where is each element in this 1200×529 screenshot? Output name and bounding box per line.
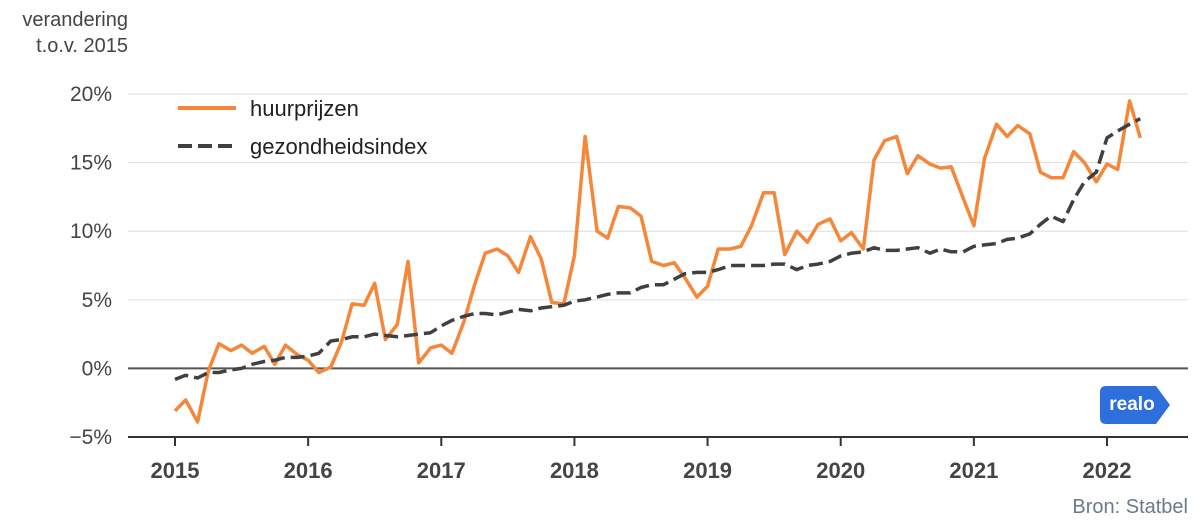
legend-label-gezondheidsindex: gezondheidsindex [250,134,427,159]
y-tick-label: 10% [70,220,112,243]
x-tick-label: 2017 [417,458,466,483]
y-tick-label: 0% [82,357,112,380]
realo-logo-text: realo [1109,394,1155,415]
legend: huurprijzen gezondheidsindex [178,96,427,159]
x-tick-label: 2021 [949,458,998,483]
series-lines [173,99,1142,424]
realo-logo-badge [1100,386,1170,424]
x-tick-label: 2018 [550,458,599,483]
y-tick-label: 15% [70,152,112,175]
x-tick-label: 2016 [284,458,333,483]
x-tick-label: 2015 [151,458,200,483]
y-tick-labels: −5% 0% 5% 10% 15% 20% [69,83,112,449]
source-note: Bron: Statbel [1072,496,1188,518]
y-tick-label: 20% [70,83,112,106]
y-axis-title-line1: verandering [22,9,128,31]
x-tick-label: 2022 [1083,458,1132,483]
series-line-huurprijzen [173,99,1142,424]
x-tick-label: 2019 [683,458,732,483]
legend-label-huurprijzen: huurprijzen [250,96,359,121]
y-axis-title-line2: t.o.v. 2015 [36,35,128,57]
y-tick-label: −5% [69,426,112,449]
y-tick-label: 5% [82,289,112,312]
x-axis: 2015 2016 2017 2018 2019 2020 2021 2022 [128,436,1188,483]
x-tick-label: 2020 [816,458,865,483]
series-line-gezondheidsindex [174,117,1142,382]
